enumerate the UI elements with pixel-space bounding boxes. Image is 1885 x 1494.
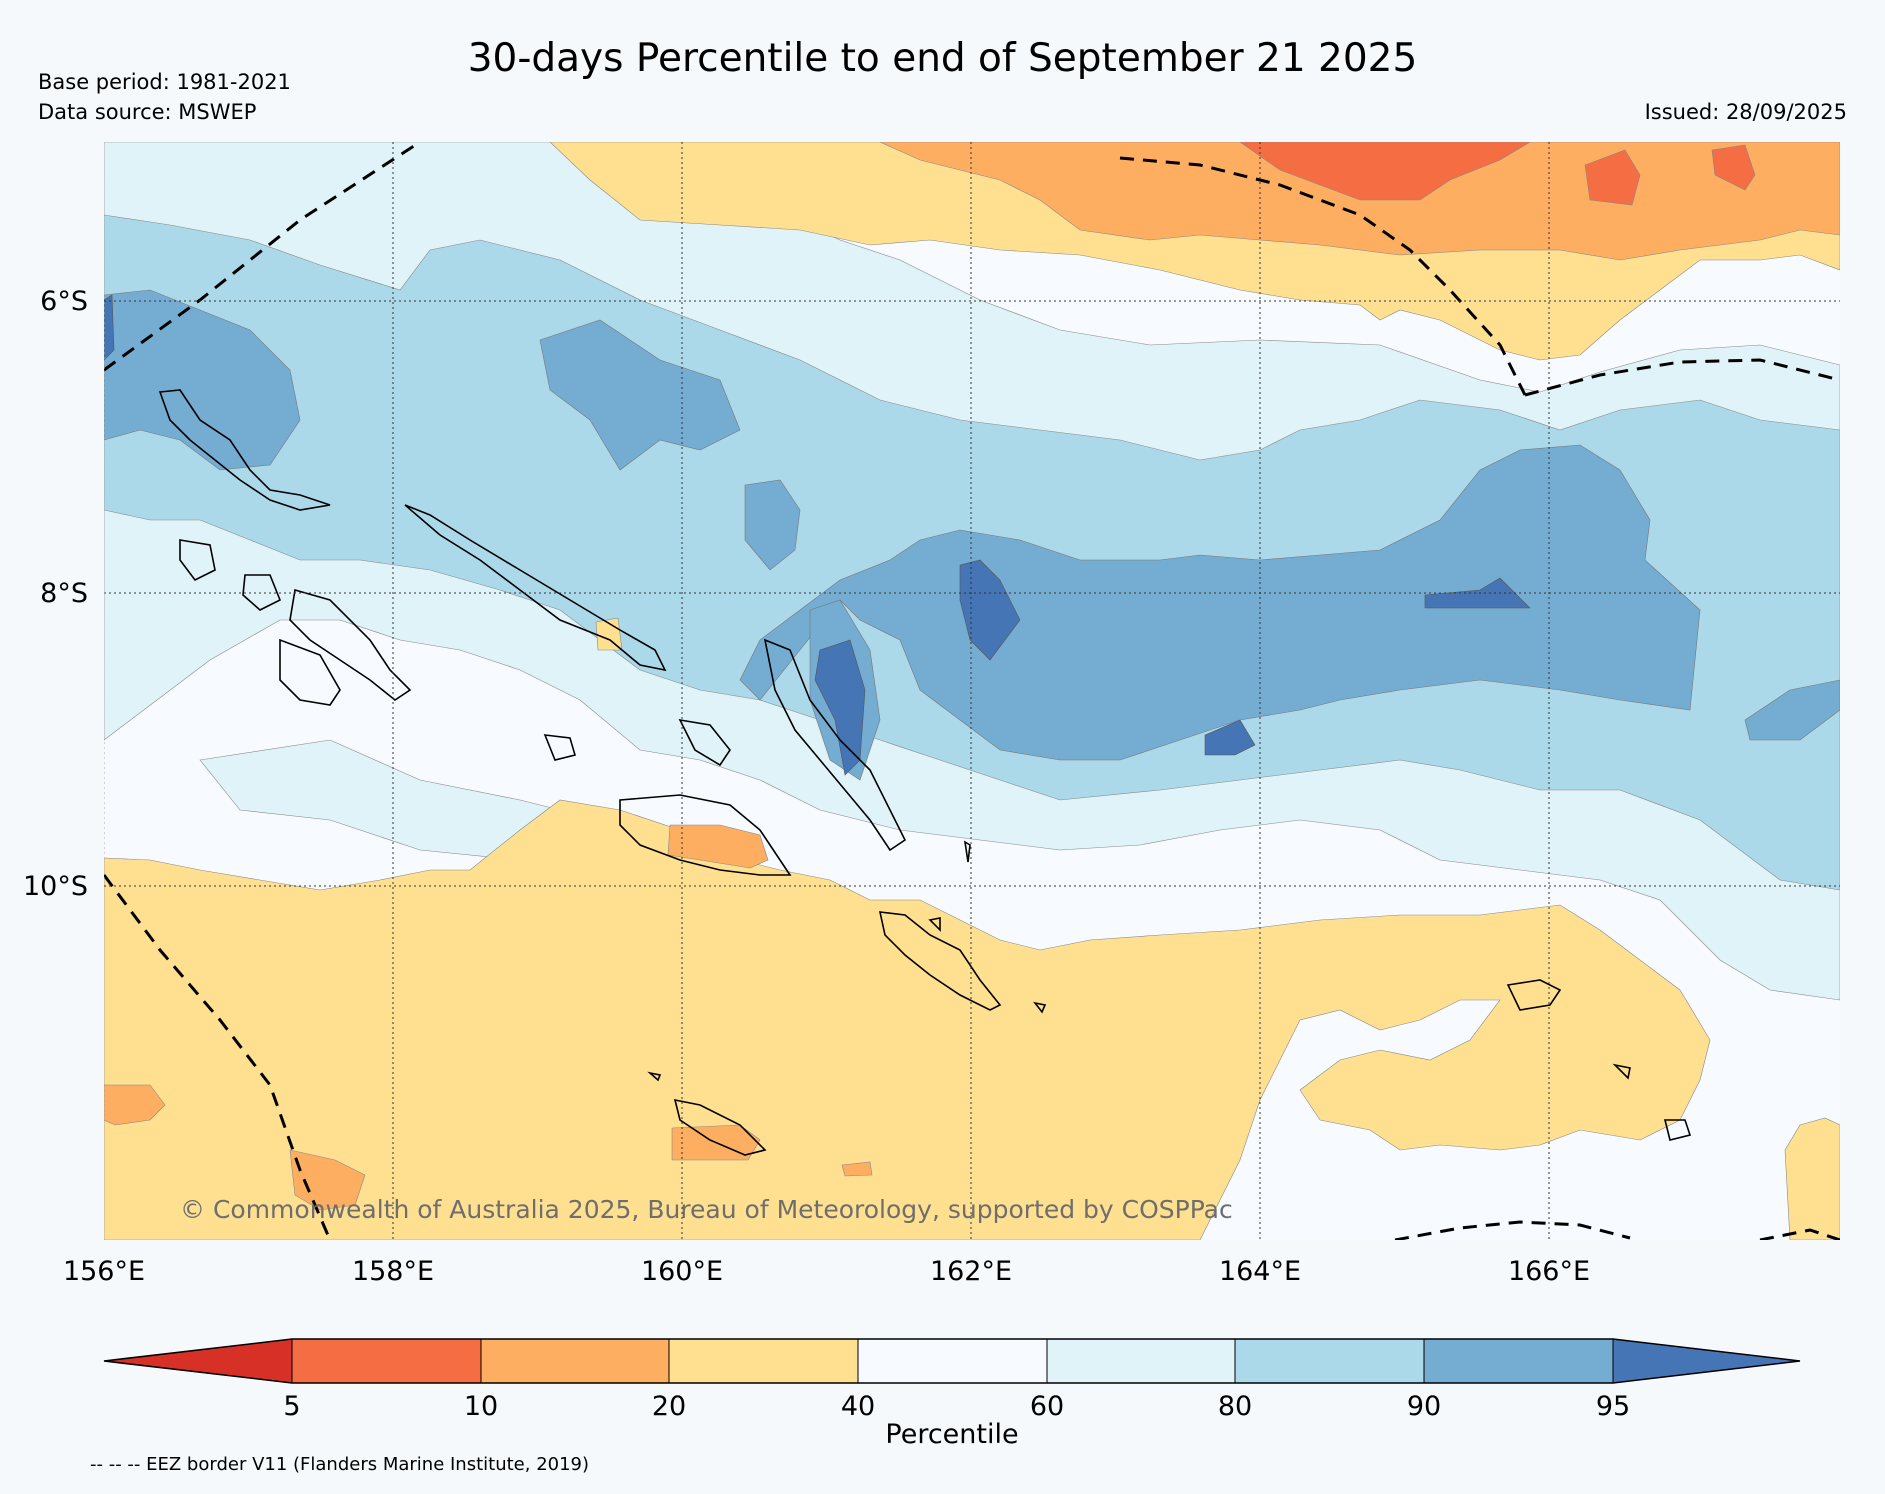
colorbar-label: Percentile (885, 1419, 1018, 1450)
contour-yellow-south (104, 799, 1711, 1240)
colorbar-tick-5: 5 (283, 1391, 300, 1422)
colorbar: 5 10 20 40 60 80 90 95 Percentile (103, 1338, 1801, 1450)
eez-borders (104, 142, 1840, 1240)
colorbar-cell-60-80 (1047, 1339, 1235, 1383)
contour-orange-south (841, 1161, 873, 1177)
colorbar-tick-80: 80 (1218, 1391, 1252, 1422)
contour-red-north (1239, 142, 1531, 201)
contour-deep-blue (959, 559, 1021, 661)
lon-label-158e: 158°E (352, 1256, 434, 1287)
contour-darker-blue (1744, 679, 1840, 741)
contour-orange-south (104, 1084, 166, 1126)
contour-yellow-south (1784, 1117, 1840, 1240)
map-title: 30-days Percentile to end of September 2… (467, 36, 1418, 81)
contour-red-north (1584, 149, 1641, 206)
contour-darker-blue (744, 479, 801, 571)
lat-label-6s: 6°S (40, 286, 88, 317)
colorbar-tick-10: 10 (464, 1391, 498, 1422)
data-source-text: Data source: MSWEP (38, 100, 257, 124)
colorbar-cell-80-90 (1235, 1339, 1424, 1383)
colorbar-cell-20-40 (669, 1339, 858, 1383)
contour-darker-blue (539, 319, 741, 471)
colorbar-tick-90: 90 (1407, 1391, 1441, 1422)
contour-deep-blue (104, 294, 115, 361)
colorbar-cell-90-95 (1424, 1339, 1613, 1383)
colorbar-cell-40-60 (858, 1339, 1047, 1383)
copyright-text: © Commonwealth of Australia 2025, Bureau… (180, 1195, 1233, 1224)
lon-label-160e: 160°E (641, 1256, 723, 1287)
coastlines (158, 389, 1692, 1156)
contour-orange-south (289, 1149, 366, 1211)
lon-label-156e: 156°E (63, 1256, 145, 1287)
colorbar-dividers (291, 1339, 1614, 1383)
lon-label-164e: 164°E (1219, 1256, 1301, 1287)
lon-label-162e: 162°E (930, 1256, 1012, 1287)
lon-label-166e: 166°E (1508, 1256, 1590, 1287)
contour-red-north (1711, 144, 1756, 191)
contour-darker-blue (104, 289, 301, 471)
eez-legend-note: -- -- -- EEZ border V11 (Flanders Marine… (90, 1454, 590, 1475)
colorbar-cell-under-5 (104, 1339, 292, 1383)
colorbar-tick-40: 40 (841, 1391, 875, 1422)
contour-orange-south (667, 824, 769, 869)
contour-deep-blue (1204, 719, 1256, 756)
base-period-text: Base period: 1981-2021 (38, 70, 291, 94)
lat-label-10s: 10°S (23, 871, 88, 902)
contour-deep-blue (814, 639, 866, 776)
colorbar-tick-20: 20 (652, 1391, 686, 1422)
lat-label-8s: 8°S (40, 578, 88, 609)
colorbar-cell-10-20 (481, 1339, 669, 1383)
colorbar-cell-over-95 (1613, 1339, 1800, 1383)
map-plot-area: © Commonwealth of Australia 2025, Bureau… (104, 142, 1840, 1240)
issued-date-text: Issued: 28/09/2025 (1644, 100, 1847, 124)
gridlines (104, 142, 1840, 1240)
colorbar-cell-5-10 (292, 1339, 481, 1383)
colorbar-tick-60: 60 (1030, 1391, 1064, 1422)
colorbar-tick-95: 95 (1596, 1391, 1630, 1422)
